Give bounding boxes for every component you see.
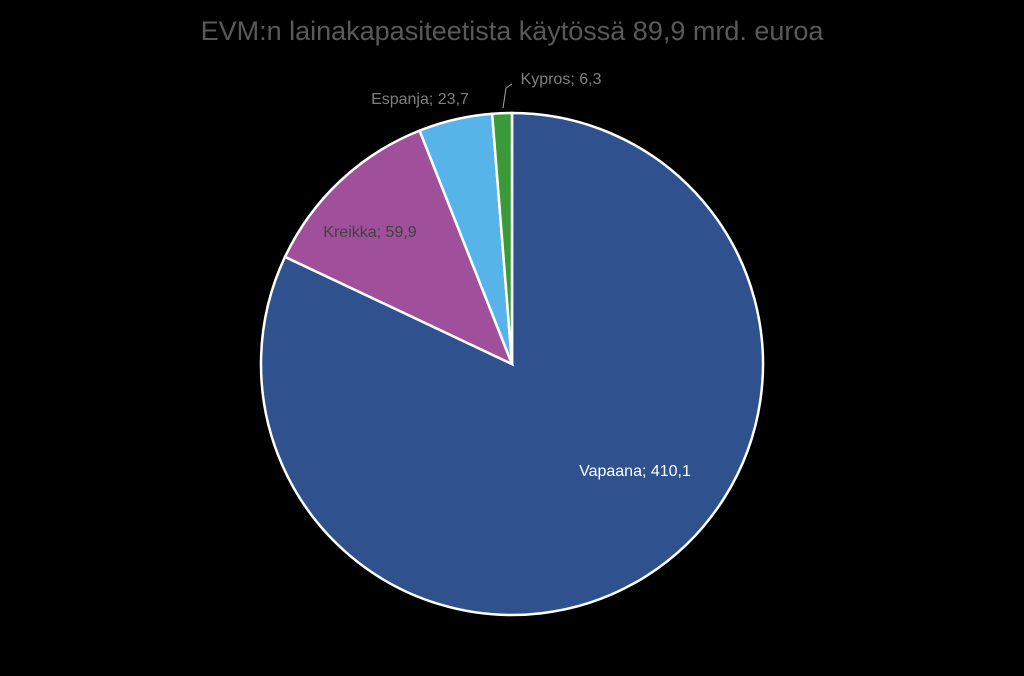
pie-slice: [490, 111, 514, 365]
chart-title: EVM:n lainakapasiteetista käytössä 89,9 …: [201, 16, 825, 46]
data-label: Kypros; 6,3: [521, 71, 602, 88]
data-label: Kreikka; 59,9: [323, 224, 416, 241]
data-label: Espanja; 23,7: [371, 91, 469, 108]
pie-slice: [283, 129, 515, 367]
leader-line: [502, 83, 513, 109]
data-label: Vapaana; 410,1: [579, 463, 691, 480]
